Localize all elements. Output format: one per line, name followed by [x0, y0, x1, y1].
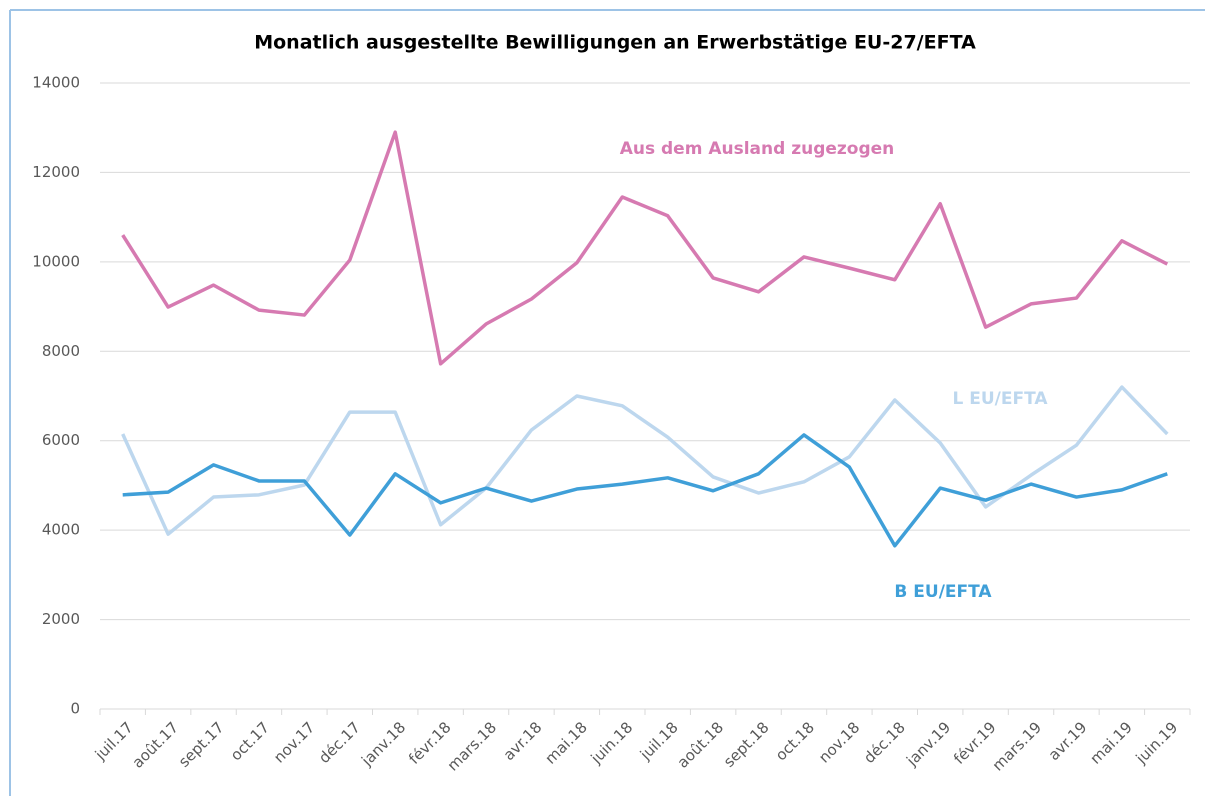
y-tick-label: 2000	[42, 610, 80, 628]
x-tick-label: janv.19	[902, 718, 954, 770]
x-tick-label: oct.17	[227, 718, 273, 764]
x-tick-label: avr.18	[500, 718, 546, 764]
series-label: L EU/EFTA	[952, 389, 1048, 409]
y-tick-label: 6000	[42, 431, 80, 449]
x-tick-label: juin.19	[1132, 718, 1182, 768]
x-tick-label: nov.18	[815, 718, 863, 766]
y-tick-label: 8000	[42, 342, 80, 360]
series-label: B EU/EFTA	[894, 582, 992, 602]
x-tick-label: août.18	[674, 718, 727, 771]
series-line	[122, 433, 1168, 548]
y-tick-label: 14000	[32, 74, 80, 92]
chart-title: Monatlich ausgestellte Bewilligungen an …	[254, 32, 976, 54]
x-tick-label: nov.17	[270, 718, 318, 766]
x-tick-label: mars.18	[444, 718, 500, 774]
x-tick-label: mai.19	[1087, 718, 1136, 767]
series-line	[121, 385, 1169, 536]
x-tick-label: déc.17	[315, 718, 364, 767]
x-tick-label: août.17	[129, 718, 182, 771]
x-tick-label: mars.19	[989, 718, 1045, 774]
x-tick-label: sept.18	[720, 718, 773, 771]
x-tick-label: déc.18	[860, 718, 909, 767]
x-tick-label: oct.18	[772, 718, 818, 764]
series-label: Aus dem Ausland zugezogen	[620, 139, 895, 159]
y-tick-label: 4000	[42, 521, 80, 539]
x-tick-label: mai.18	[542, 718, 591, 767]
y-tick-label: 12000	[32, 163, 80, 181]
x-tick-label: avr.19	[1045, 718, 1091, 764]
x-tick-label: juin.18	[587, 718, 637, 768]
x-tick-label: janv.18	[357, 718, 409, 770]
x-tick-label: sept.17	[175, 718, 228, 771]
series-line	[121, 130, 1169, 366]
y-tick-label: 10000	[32, 252, 80, 270]
y-tick-label: 0	[70, 700, 80, 718]
